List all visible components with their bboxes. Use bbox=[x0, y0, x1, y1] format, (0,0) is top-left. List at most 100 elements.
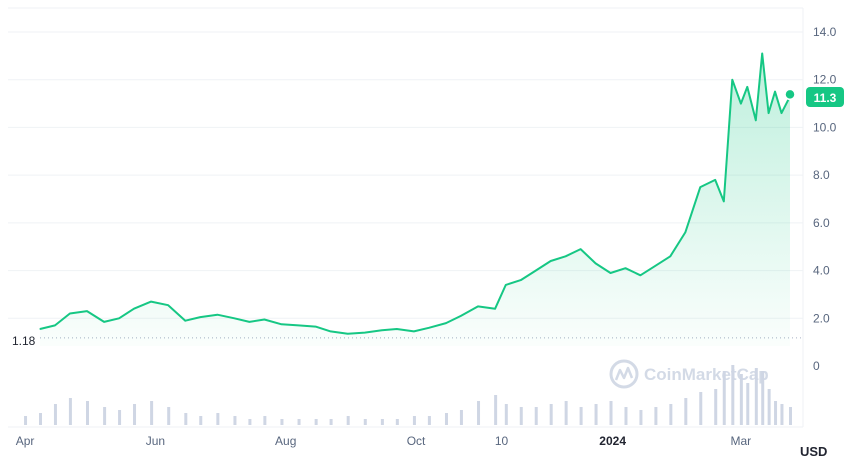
volume-bar bbox=[564, 401, 568, 425]
volume-bar bbox=[395, 419, 399, 425]
volume-bar bbox=[24, 416, 28, 425]
volume-bar bbox=[699, 392, 703, 425]
y-tick-label: 12.0 bbox=[813, 73, 837, 87]
volume-bar bbox=[150, 401, 154, 425]
price-point bbox=[505, 284, 507, 286]
y-tick-label: 6.0 bbox=[813, 216, 830, 230]
price-point bbox=[746, 86, 748, 88]
y-axis-ticks: 14.0 12.0 10.0 8.0 6.0 4.0 2.0 0 bbox=[813, 25, 837, 373]
volume-bar bbox=[684, 398, 688, 425]
price-point bbox=[550, 260, 552, 262]
price-point bbox=[413, 330, 415, 333]
volume-bar bbox=[216, 413, 220, 425]
price-point bbox=[740, 102, 742, 105]
price-point bbox=[233, 317, 236, 319]
y-tick-label: 2.0 bbox=[813, 311, 830, 325]
price-point bbox=[768, 112, 770, 114]
currency-label: USD bbox=[800, 444, 827, 459]
volume-bar bbox=[459, 410, 463, 425]
price-point bbox=[216, 314, 218, 316]
volume-bar bbox=[767, 389, 771, 425]
volume-bar bbox=[579, 407, 583, 425]
x-tick-label: 2024 bbox=[599, 434, 626, 448]
y-tick-label: 8.0 bbox=[813, 168, 830, 182]
watermark: CoinMarketCap bbox=[609, 359, 769, 389]
current-price-value: 11.3 bbox=[814, 91, 837, 105]
volume-bar bbox=[594, 404, 598, 425]
price-point bbox=[624, 267, 627, 269]
volume-bar bbox=[494, 395, 498, 425]
start-value-label: 1.18 bbox=[12, 334, 36, 348]
gridlines bbox=[8, 7, 803, 428]
volume-bar bbox=[477, 401, 481, 425]
price-point bbox=[381, 329, 383, 331]
x-tick-label: Jun bbox=[146, 434, 165, 448]
volume-bar bbox=[722, 371, 726, 425]
price-point bbox=[315, 326, 317, 328]
price-point bbox=[280, 323, 283, 325]
price-series bbox=[39, 52, 796, 346]
price-point bbox=[477, 305, 479, 307]
x-axis-ticks: Apr Jun Aug Oct 10 2024 Mar bbox=[16, 434, 751, 448]
volume-bar bbox=[346, 416, 350, 425]
volume-bar bbox=[297, 419, 301, 425]
price-point bbox=[684, 231, 686, 233]
volume-bar bbox=[103, 407, 107, 425]
price-point bbox=[609, 272, 612, 274]
volume-bar bbox=[184, 413, 188, 425]
price-point bbox=[86, 310, 88, 312]
volume-bar bbox=[624, 407, 628, 425]
volume-bar bbox=[329, 419, 333, 425]
price-point bbox=[69, 312, 71, 315]
price-point bbox=[103, 321, 105, 323]
volume-bar bbox=[639, 410, 643, 425]
price-point bbox=[329, 330, 332, 333]
volume-bar bbox=[654, 407, 658, 425]
x-tick-label: Apr bbox=[16, 434, 35, 448]
volume-bar bbox=[133, 404, 137, 425]
price-point bbox=[199, 316, 201, 318]
volume-bar bbox=[534, 407, 538, 425]
volume-bar bbox=[761, 371, 765, 425]
price-point bbox=[579, 248, 582, 250]
volume-bar bbox=[789, 407, 792, 425]
volume-bar bbox=[714, 389, 718, 425]
volume-bar bbox=[412, 416, 416, 425]
price-line bbox=[39, 52, 791, 335]
price-point bbox=[39, 328, 41, 330]
y-tick-label: 10.0 bbox=[813, 120, 837, 134]
y-tick-label: 4.0 bbox=[813, 264, 830, 278]
y-tick-label: 14.0 bbox=[813, 25, 837, 39]
price-point bbox=[364, 332, 366, 334]
price-point bbox=[669, 255, 671, 257]
volume-bar bbox=[118, 410, 122, 425]
volume-bar bbox=[314, 419, 318, 425]
price-point bbox=[396, 328, 398, 330]
price-point bbox=[699, 186, 701, 188]
volume-bar bbox=[609, 401, 613, 425]
price-point bbox=[780, 112, 783, 114]
current-price-marker bbox=[784, 88, 796, 101]
volume-bar bbox=[68, 398, 72, 425]
price-point bbox=[565, 255, 567, 257]
price-area bbox=[40, 53, 790, 346]
volume-bar bbox=[504, 404, 508, 425]
price-point bbox=[460, 315, 462, 317]
price-point bbox=[639, 274, 642, 276]
price-point bbox=[755, 119, 757, 121]
volume-bar bbox=[86, 401, 90, 425]
price-point bbox=[133, 308, 135, 310]
price-point bbox=[263, 318, 265, 321]
price-point bbox=[774, 91, 776, 93]
volume-bar bbox=[739, 374, 743, 425]
price-point bbox=[118, 317, 120, 319]
price-point bbox=[723, 200, 725, 202]
price-point bbox=[347, 333, 349, 335]
price-point bbox=[520, 279, 522, 281]
volume-bar bbox=[380, 419, 384, 425]
price-point bbox=[714, 179, 716, 181]
volume-bar bbox=[549, 404, 553, 425]
coinmarketcap-logo-icon bbox=[609, 359, 639, 389]
volume-bar bbox=[746, 383, 750, 425]
volume-bar bbox=[39, 413, 42, 425]
